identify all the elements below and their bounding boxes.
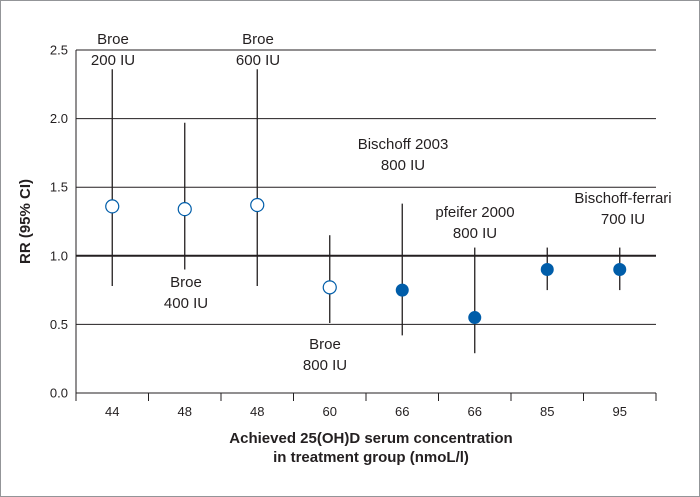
annotation-label: Broe — [242, 31, 274, 48]
y-tick-label: 2.5 — [50, 43, 68, 58]
annotation-label: Broe — [309, 336, 341, 353]
annotation-label: pfeifer 2000 — [435, 204, 514, 221]
annotation-label: 200 IU — [91, 52, 135, 69]
annotation-label: 400 IU — [164, 295, 208, 312]
y-tick-label: 0.5 — [50, 317, 68, 332]
annotation-label: Broe — [170, 274, 202, 291]
data-point-filled — [540, 263, 554, 277]
y-tick-label: 2.0 — [50, 111, 68, 126]
x-tick-label: 44 — [105, 404, 119, 419]
data-point-filled — [468, 311, 482, 325]
annotation-label: Bischoff 2003 — [358, 136, 449, 153]
annotation-label: 700 IU — [601, 211, 645, 228]
annotation-label: Bischoff-ferrari — [574, 190, 671, 207]
data-point-open — [177, 202, 192, 217]
data-point-open — [322, 280, 337, 295]
annotation-label: 800 IU — [303, 357, 347, 374]
data-point-filled — [613, 263, 627, 277]
data-point-open — [250, 197, 265, 213]
y-tick-label: 1.0 — [50, 248, 68, 263]
x-tick-label: 66 — [468, 404, 482, 419]
y-tick-label: 0.0 — [50, 386, 68, 401]
y-tick-label: 1.5 — [50, 180, 68, 195]
x-tick-label: 85 — [540, 404, 554, 419]
x-axis-title-line: in treatment group (nmoL/l) — [273, 449, 469, 466]
x-tick-label: 60 — [323, 404, 337, 419]
annotation-label: 600 IU — [236, 52, 280, 69]
data-point-open — [105, 199, 120, 214]
x-tick-label: 95 — [613, 404, 627, 419]
x-tick-label: 66 — [395, 404, 409, 419]
annotation-label: 800 IU — [453, 225, 497, 242]
x-axis-title-line: Achieved 25(OH)D serum concentration — [229, 430, 512, 447]
y-axis-title: RR (95% CI) — [17, 179, 34, 264]
x-tick-label: 48 — [178, 404, 192, 419]
x-tick-label: 48 — [250, 404, 264, 419]
annotation-label: 800 IU — [381, 157, 425, 174]
data-point-filled — [395, 283, 409, 297]
annotation-label: Broe — [97, 31, 129, 48]
